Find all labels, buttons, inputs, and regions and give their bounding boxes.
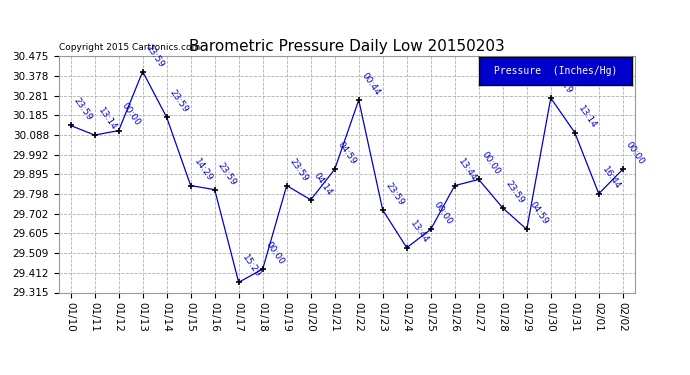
Text: 13:44: 13:44 [456,157,478,183]
Text: 00:00: 00:00 [120,102,142,128]
Text: 15:29: 15:29 [240,253,262,279]
Text: 16:44: 16:44 [600,165,622,191]
Title: Barometric Pressure Daily Low 20150203: Barometric Pressure Daily Low 20150203 [189,39,504,54]
Text: 00:00: 00:00 [624,140,647,166]
Text: 00:00: 00:00 [480,150,502,177]
Text: 00:00: 00:00 [264,240,286,266]
Text: 13:14: 13:14 [576,104,598,130]
Text: 23:59: 23:59 [216,160,238,187]
Text: 14:29: 14:29 [192,157,214,183]
Text: 23:59: 23:59 [384,181,406,207]
Text: 23:59: 23:59 [504,179,526,205]
Text: 00:44: 00:44 [360,71,382,97]
Text: 04:14: 04:14 [312,171,334,197]
Text: 13:44: 13:44 [408,219,430,245]
Text: 23:59: 23:59 [288,156,311,183]
Text: 23:29: 23:29 [552,69,574,95]
Text: 23:59: 23:59 [168,88,190,115]
Text: Copyright 2015 Cartronics.com: Copyright 2015 Cartronics.com [59,42,200,51]
Text: 00:00: 00:00 [432,200,454,226]
Text: 23:59: 23:59 [144,42,166,69]
Text: 04:59: 04:59 [336,140,358,166]
Text: 04:59: 04:59 [528,200,551,226]
Text: 23:59: 23:59 [72,96,94,123]
Text: 13:14: 13:14 [96,106,118,132]
